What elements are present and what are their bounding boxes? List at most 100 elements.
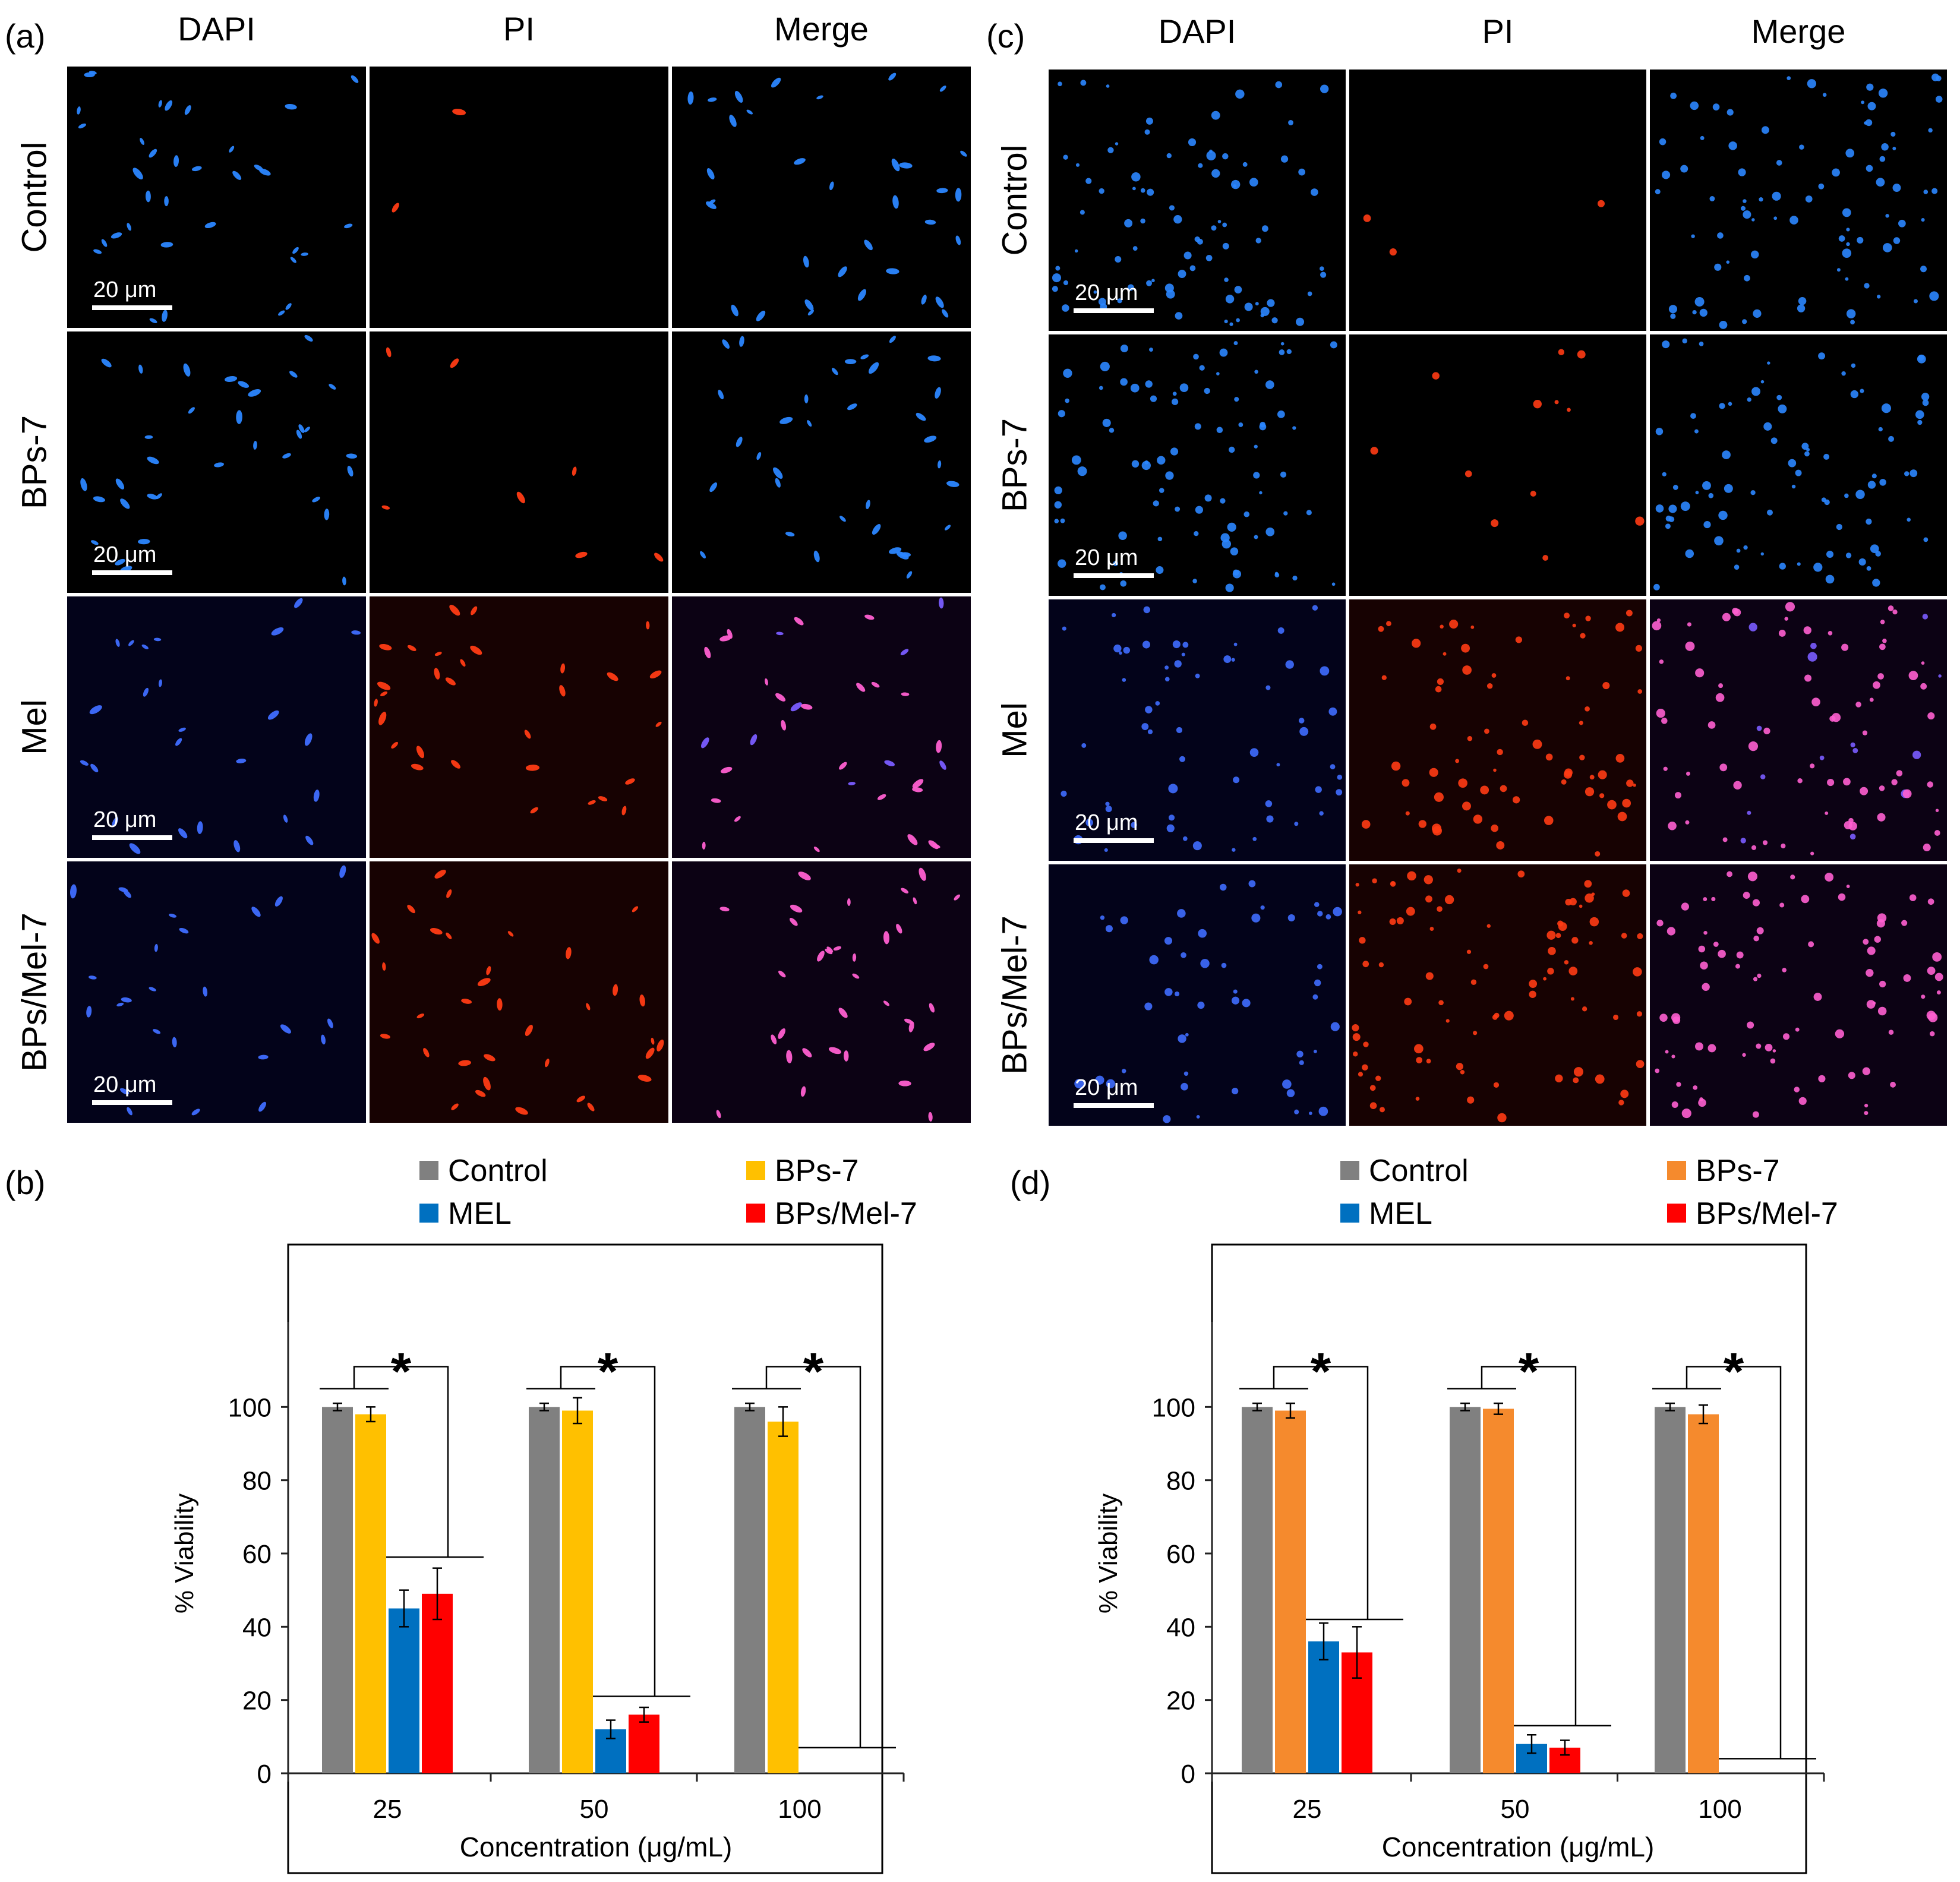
bacterium-mark: [1569, 898, 1577, 906]
bacterium-mark: [719, 635, 732, 642]
bacterium-mark: [1653, 583, 1660, 591]
bacterium-mark: [430, 928, 443, 935]
bacterium-mark: [1861, 100, 1865, 105]
bacterium-mark: [838, 1008, 848, 1018]
bacterium-mark: [886, 268, 899, 274]
y-tick-label: 20: [1166, 1687, 1195, 1716]
bacterium-mark: [1790, 874, 1795, 880]
bacterium-mark: [1362, 1064, 1368, 1071]
bacterium-mark: [1198, 929, 1207, 938]
bacterium-mark: [1058, 559, 1066, 568]
bacterium-mark: [1728, 141, 1737, 150]
bacterium-mark: [1929, 291, 1939, 301]
bacterium-mark: [1229, 322, 1233, 326]
bacterium-mark: [816, 95, 823, 100]
bacterium-mark: [1172, 391, 1177, 396]
bacterium-mark: [1170, 447, 1179, 456]
bacterium-mark: [1455, 759, 1460, 763]
bacterium-mark: [1205, 254, 1213, 261]
bacterium-mark: [147, 494, 158, 500]
bacterium-mark: [1867, 102, 1876, 110]
bacterium-mark: [1061, 790, 1067, 797]
bacterium-mark: [1680, 165, 1688, 173]
bacterium-mark: [1850, 390, 1858, 399]
bacterium-mark: [1224, 277, 1229, 282]
bacterium-mark: [1369, 1102, 1377, 1109]
bacterium-mark: [173, 155, 179, 167]
y-tick-label: 100: [1152, 1393, 1195, 1422]
bacterium-mark: [1835, 1029, 1845, 1038]
bacterium-mark: [1530, 491, 1536, 497]
bacterium-mark: [778, 1028, 785, 1039]
bacterium-mark: [1328, 707, 1337, 716]
bacterium-mark: [1320, 666, 1330, 676]
bacterium-mark: [1845, 277, 1849, 281]
bacterium-mark: [1602, 681, 1610, 690]
bacterium-mark: [1922, 614, 1929, 620]
bacterium-mark: [1571, 937, 1579, 944]
bacterium-mark: [1294, 1109, 1299, 1114]
bacterium-mark: [1902, 789, 1912, 798]
bacterium-mark: [1493, 1082, 1500, 1088]
bacterium-mark: [1776, 160, 1782, 166]
bacterium-mark: [1497, 749, 1503, 756]
bacterium-mark: [1778, 630, 1786, 637]
bacterium-mark: [1866, 518, 1872, 525]
bacterium-mark: [1491, 519, 1499, 528]
bacterium-mark: [1085, 819, 1093, 826]
bacterium-mark: [1063, 368, 1072, 378]
bacterium-mark: [1787, 76, 1791, 80]
bacterium-mark: [1822, 93, 1827, 97]
bacterium-mark: [1693, 1085, 1698, 1090]
bacterium-mark: [1738, 168, 1746, 176]
bacterium-mark: [1558, 349, 1565, 355]
bacterium-mark: [771, 77, 781, 88]
bacterium-mark: [1743, 199, 1747, 203]
bar-control-50: [529, 1407, 560, 1773]
bacterium-mark: [1595, 851, 1601, 857]
bacterium-mark: [1789, 216, 1798, 225]
bacterium-mark: [1747, 810, 1751, 815]
legend-label-bps-7: BPs-7: [775, 1154, 859, 1188]
tile-c-bps-mel-7-dapi: 20 μm: [1049, 864, 1346, 1126]
bar-bps-7-25: [1275, 1410, 1306, 1773]
column-header-pi: PI: [1482, 12, 1514, 50]
significance-bracket: [1686, 1366, 1782, 1759]
bacterium-mark: [416, 746, 425, 759]
bacterium-mark: [507, 931, 514, 937]
bacterium-mark: [1671, 1054, 1675, 1059]
bacterium-mark: [1233, 989, 1238, 994]
bacterium-mark: [1194, 423, 1201, 430]
bacterium-mark: [1743, 210, 1751, 219]
y-tick-label: 80: [1166, 1467, 1195, 1496]
bacterium-mark: [1585, 787, 1595, 797]
tile-a-bps-mel-7-merge: [672, 861, 971, 1123]
bacterium-mark: [1204, 494, 1212, 502]
bacterium-mark: [729, 115, 737, 127]
bacterium-mark: [939, 597, 944, 609]
legend-label-control: Control: [448, 1154, 548, 1188]
bacterium-mark: [1449, 619, 1459, 629]
bacterium-mark: [1513, 796, 1520, 804]
bacterium-mark: [1200, 959, 1210, 968]
bacterium-mark: [790, 904, 803, 913]
bacterium-mark: [1823, 453, 1830, 460]
bacterium-mark: [1120, 345, 1128, 353]
bacterium-mark: [236, 759, 247, 763]
tile-background: [370, 596, 668, 858]
bacterium-mark: [1772, 191, 1781, 201]
bacterium-mark: [1927, 967, 1936, 975]
significance-bracket: [1481, 1366, 1577, 1726]
bacterium-mark: [1733, 608, 1741, 617]
bacterium-mark: [1760, 774, 1766, 779]
bacterium-mark: [1935, 809, 1939, 812]
bacterium-mark: [1164, 283, 1174, 293]
bacterium-mark: [1473, 1031, 1478, 1035]
bacterium-mark: [1561, 779, 1567, 785]
bacterium-mark: [1846, 228, 1850, 232]
bacterium-mark: [1171, 398, 1179, 405]
bacterium-mark: [954, 894, 960, 901]
bacterium-mark: [1265, 685, 1271, 690]
bacterium-mark: [1718, 949, 1726, 958]
bacterium-mark: [1233, 341, 1238, 346]
